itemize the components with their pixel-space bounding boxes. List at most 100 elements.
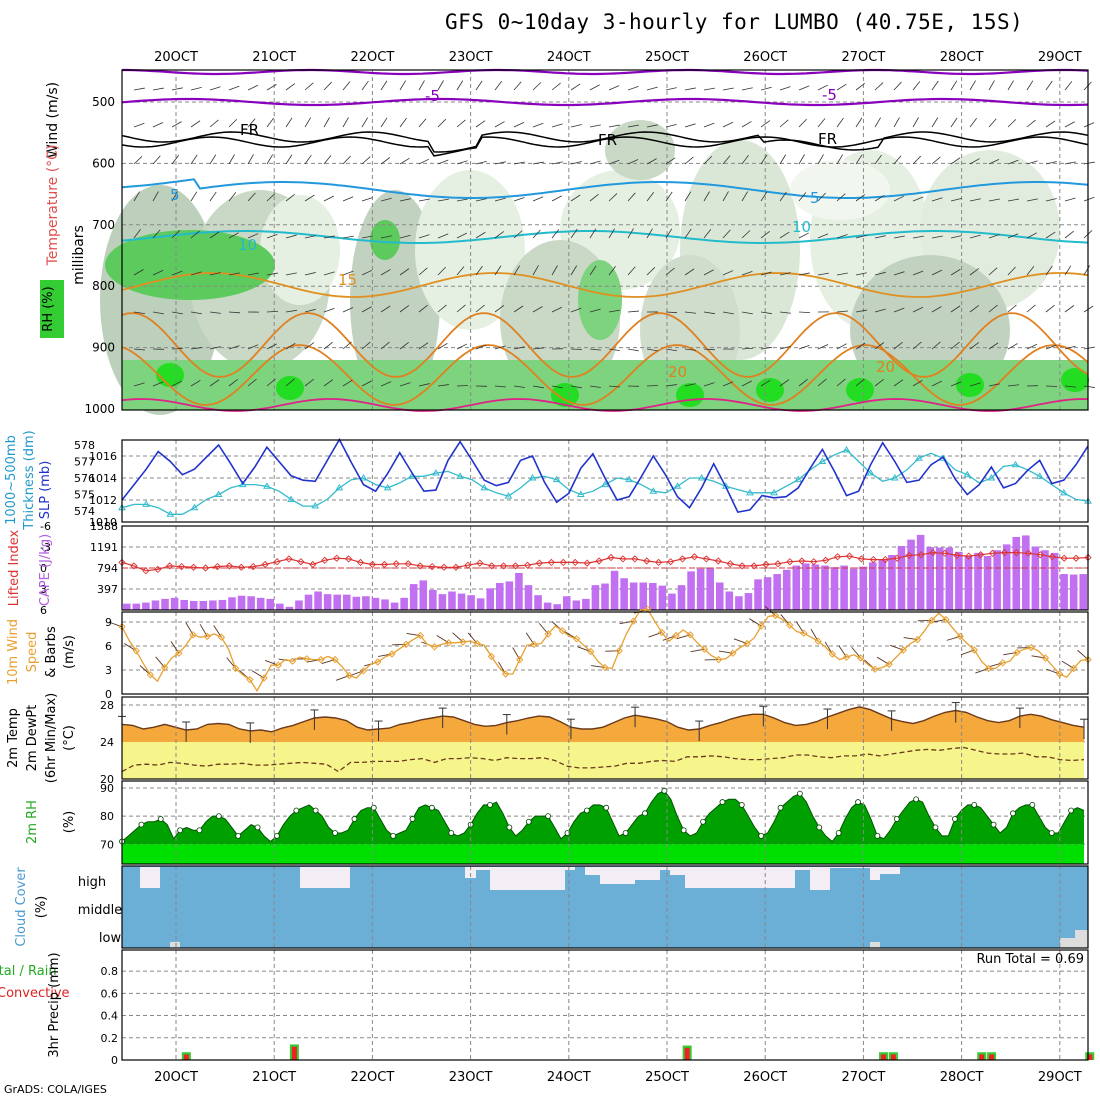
rh-color-key — [40, 280, 64, 338]
wind-speed-point — [814, 637, 822, 645]
wind-barb — [950, 268, 961, 276]
cape-bar — [237, 595, 246, 610]
wind-barb — [266, 310, 279, 313]
date-axes: 20OCT 20OCT 21OCT 21OCT 22OCT 22OCT 23OCT 23OCT… — [154, 50, 1082, 1085]
wind-barb — [152, 191, 159, 202]
precip-tick-label: 0.6 — [101, 987, 119, 1000]
cape-bar — [161, 598, 169, 610]
wind-barb — [855, 309, 867, 313]
label-wind: Wind (m/s) — [45, 82, 61, 158]
wind-barb — [285, 309, 297, 313]
lifted-index-line — [121, 551, 1089, 572]
wind-barb — [893, 379, 904, 387]
rh-point — [1010, 810, 1016, 817]
rh-point — [680, 827, 687, 834]
y-tick-label: 800 — [92, 279, 115, 293]
cape-bar — [1041, 550, 1049, 610]
wind-barb — [342, 117, 349, 128]
wind-barb — [1064, 197, 1076, 202]
wind-speed-point — [345, 671, 354, 680]
wind-barb — [266, 378, 276, 387]
wind-speed-point — [601, 663, 609, 672]
cape-bar — [782, 569, 791, 610]
cloud-gap — [870, 867, 880, 880]
cape-bar — [715, 582, 724, 610]
lifted-index-point — [988, 549, 997, 557]
lifted-index-point — [249, 562, 257, 571]
cloud-low-gap — [1075, 930, 1088, 948]
wind-speed-point — [1013, 648, 1021, 657]
wind-barb — [665, 191, 673, 202]
wind-barb — [342, 155, 351, 165]
cape-tick-label: 1588 — [90, 520, 118, 533]
wind-barb — [798, 345, 810, 350]
wind-barb — [817, 378, 827, 387]
lifted-index-point — [714, 557, 722, 565]
thickness-point — [866, 469, 875, 476]
wind-speed-point — [587, 647, 595, 656]
contour-label: 15 — [338, 271, 357, 289]
y-tick-label: 600 — [92, 156, 115, 170]
cape-bar — [276, 603, 284, 610]
cape-bar — [926, 547, 934, 610]
wind-barb — [456, 119, 466, 128]
wind-barb — [684, 348, 696, 351]
rh-point — [1068, 807, 1074, 814]
cape-bar — [935, 547, 944, 610]
lifted-index-point — [762, 560, 770, 569]
wind-barb — [703, 191, 710, 202]
wind-speed-point — [956, 632, 964, 641]
wind-barb — [741, 230, 751, 239]
rh-point — [642, 810, 648, 817]
label-temp-units: (°C) — [62, 725, 77, 751]
lifted-index-point — [380, 560, 389, 569]
temp-tick-label: 20 — [100, 773, 114, 786]
rh-shading-peak — [676, 383, 704, 407]
wind-barb — [874, 194, 885, 202]
wind-barb — [836, 234, 848, 239]
wind-barb — [304, 154, 312, 165]
date-label-bottom: 20OCT — [154, 1070, 198, 1085]
contour-label: -5 — [425, 87, 440, 105]
cape-bar — [1022, 535, 1030, 610]
wind-barb — [399, 234, 411, 239]
precip-tick-label: 0.4 — [101, 1010, 119, 1023]
wind-barb — [437, 304, 447, 313]
wind-barb — [475, 80, 483, 91]
cape-bar — [132, 603, 141, 610]
lifted-index-point — [1024, 549, 1033, 557]
wind-barb — [361, 117, 369, 128]
wind-barb — [266, 117, 274, 128]
cape-bar — [304, 594, 313, 610]
date-label-top: 20OCT — [154, 50, 198, 65]
contour-label: 10 — [792, 218, 811, 236]
cape-bar — [649, 583, 657, 610]
thickness-point — [890, 474, 899, 481]
wind-speed-point — [899, 646, 908, 654]
rh-point — [215, 813, 222, 820]
lifted-index-point — [786, 558, 794, 566]
wind-barb — [912, 235, 924, 239]
rh-point — [177, 827, 184, 834]
wind-barb — [418, 383, 430, 387]
thickness-point — [552, 475, 561, 483]
contour-10 — [121, 230, 1089, 244]
rh-point — [448, 830, 455, 836]
wind-barb — [437, 233, 449, 239]
cape-bar — [629, 582, 638, 610]
wind-barb — [1083, 122, 1095, 128]
wind-barb — [646, 192, 655, 202]
wind-barb — [456, 266, 465, 276]
wind-barb — [418, 234, 430, 239]
wind-barb — [1026, 80, 1034, 91]
thickness-point — [1035, 472, 1044, 479]
cape-bar — [496, 583, 504, 610]
rh-tick-label: 90 — [100, 782, 114, 795]
wind-barb — [893, 341, 903, 350]
contour-label: 20 — [668, 363, 687, 381]
wind-barb — [1045, 120, 1056, 128]
wind-barb — [646, 124, 658, 128]
wind-tick-label: 3 — [105, 664, 112, 677]
panel-frame — [121, 949, 1089, 1061]
rh-shading-peak — [846, 378, 874, 402]
